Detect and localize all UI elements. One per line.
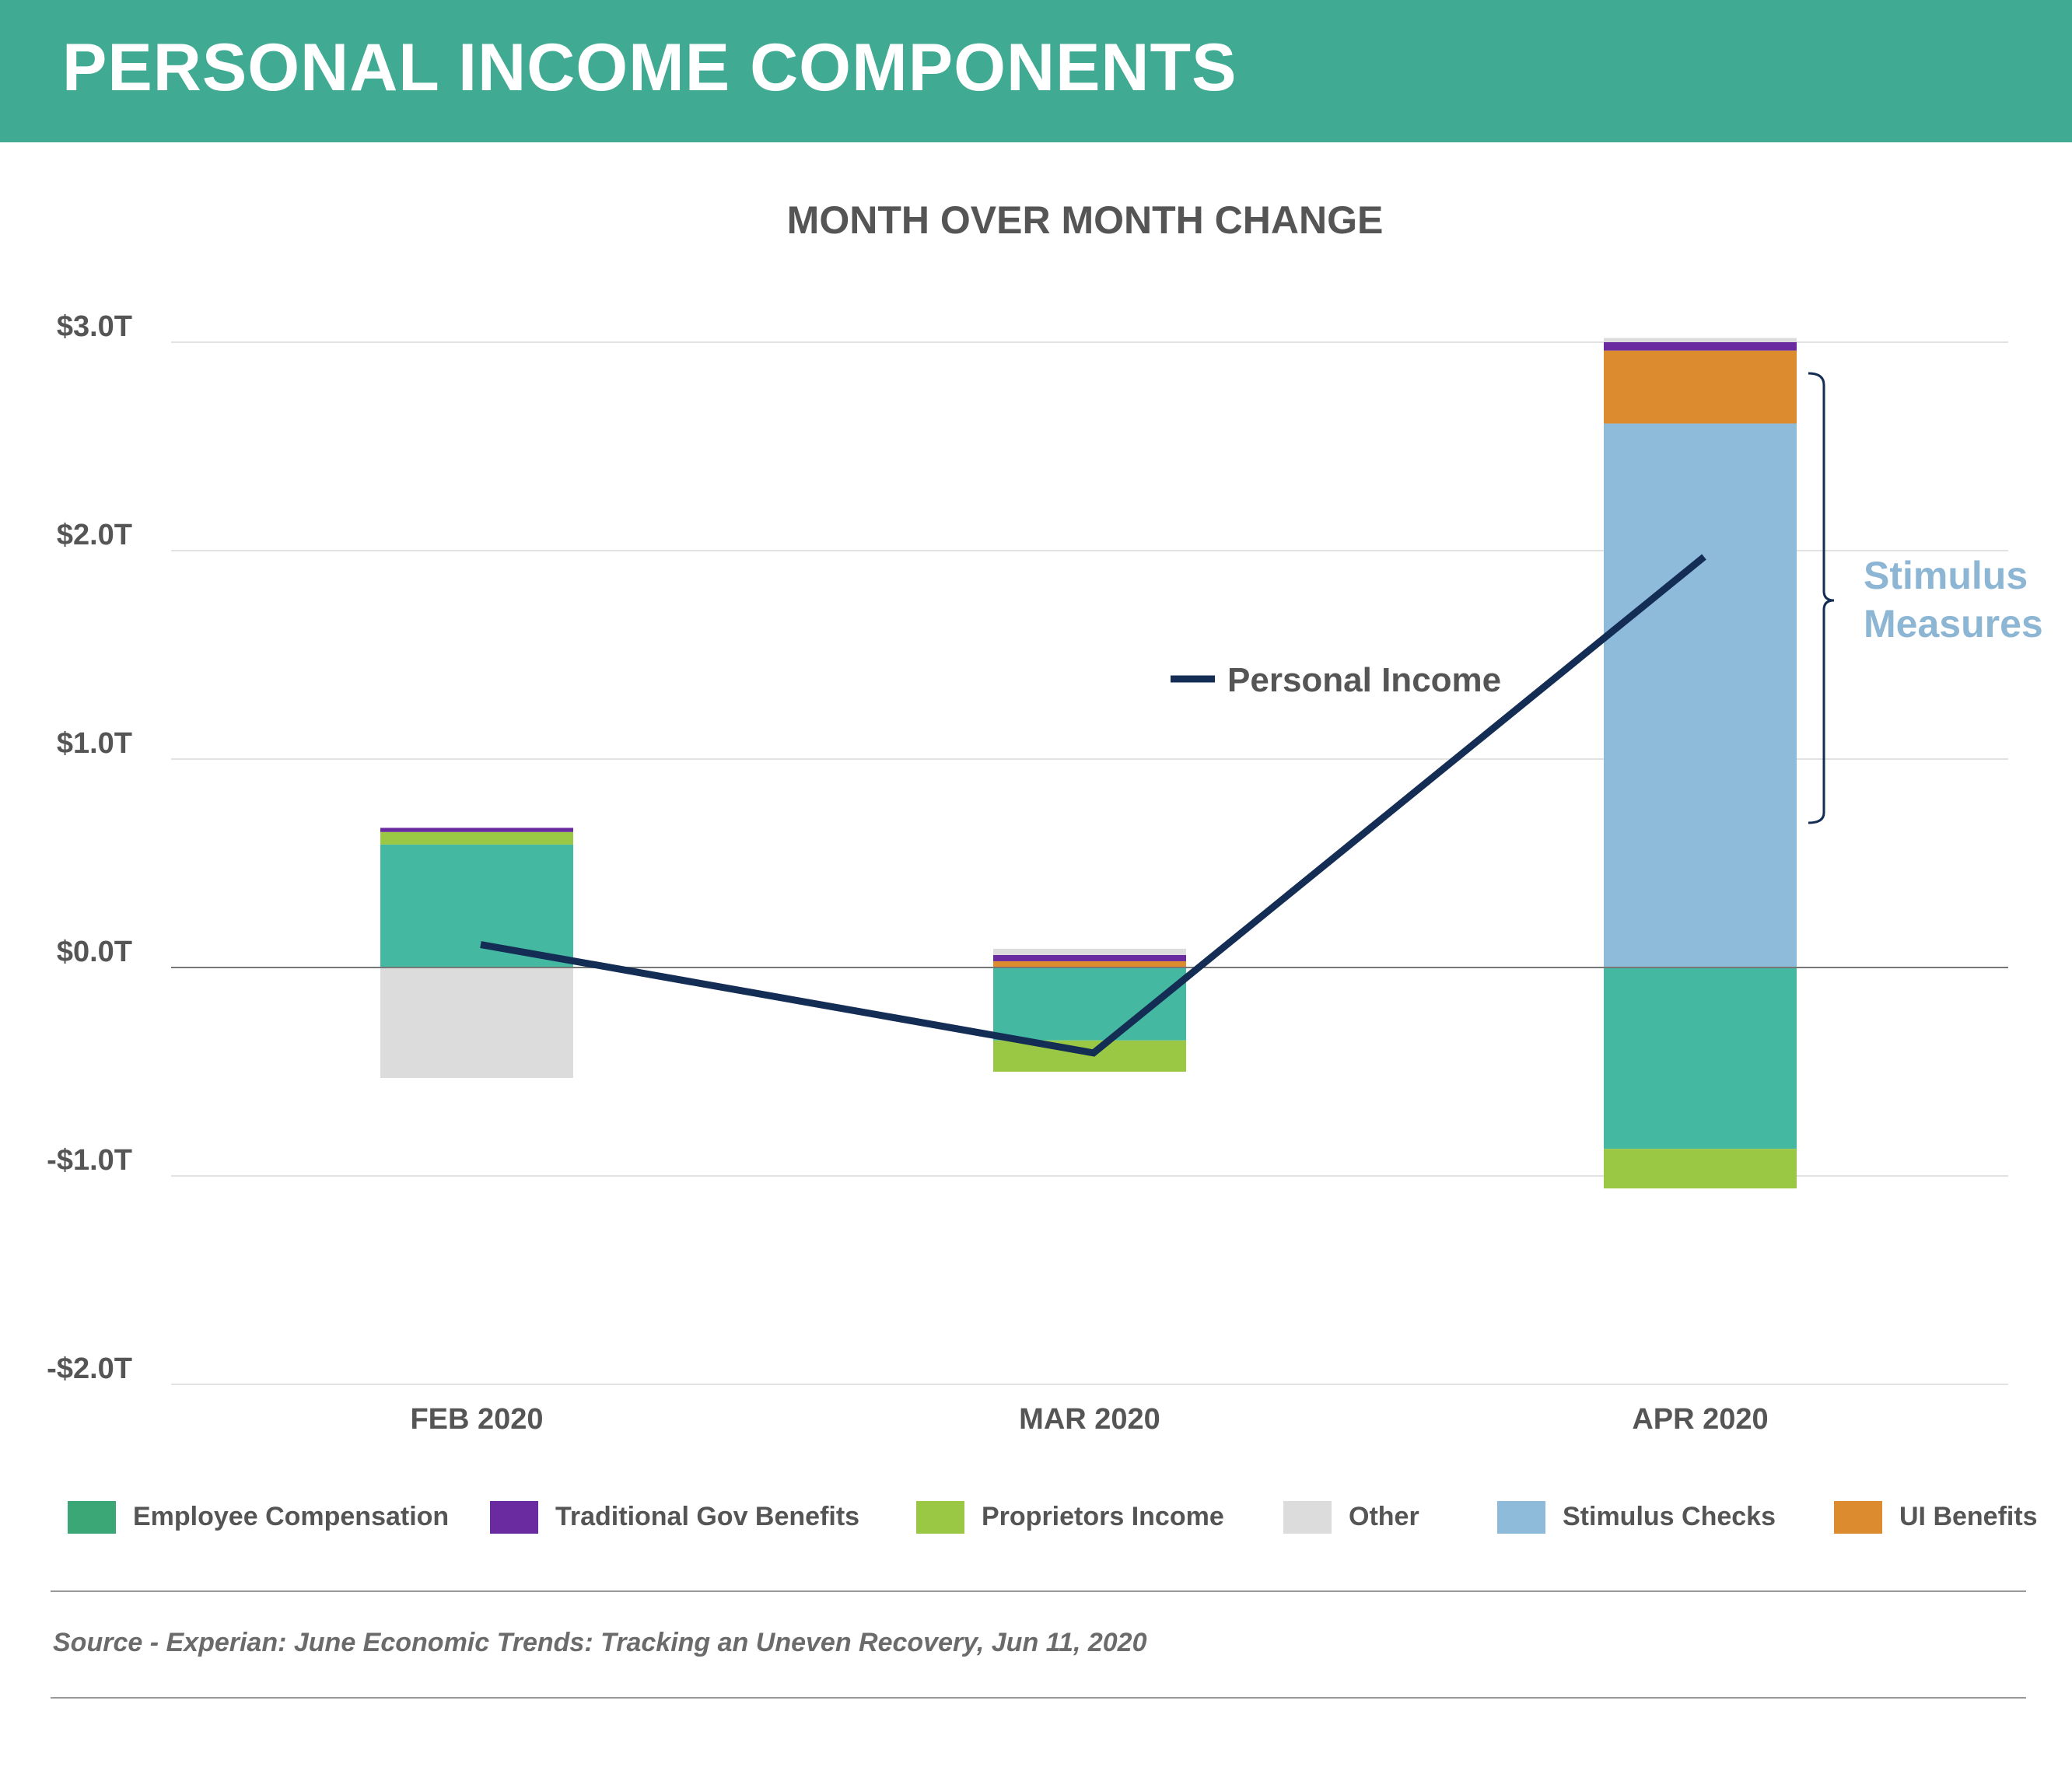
bar-segment-other xyxy=(380,967,573,1079)
stimulus-annotation: Stimulus xyxy=(1864,554,2028,597)
bar-segment-stimulus-checks xyxy=(1604,423,1797,967)
divider xyxy=(51,1697,2026,1699)
x-tick-label: MAR 2020 xyxy=(1019,1403,1160,1436)
legend-swatch xyxy=(1497,1501,1545,1534)
chart-title: MONTH OVER MONTH CHANGE xyxy=(787,198,1384,242)
stimulus-bracket xyxy=(1808,372,1835,824)
legend-swatch xyxy=(68,1501,116,1534)
legend-label: Other xyxy=(1349,1502,1419,1531)
bar-segment-ui-benefits xyxy=(993,960,1186,967)
personal-income-legend-label: Personal Income xyxy=(1227,661,1501,699)
header-banner: PERSONAL INCOME COMPONENTS xyxy=(0,0,2072,142)
legend-swatch xyxy=(490,1501,538,1534)
bar-segment-proprietors-income xyxy=(993,1040,1186,1072)
y-tick-label: $3.0T xyxy=(57,310,132,343)
bar-segment-traditional-gov-benefits xyxy=(380,828,573,832)
personal-income-line xyxy=(480,554,1706,1057)
y-tick-label: -$2.0T xyxy=(47,1352,132,1385)
y-tick-label: $0.0T xyxy=(57,936,132,968)
y-tick-label: $2.0T xyxy=(57,519,132,551)
bar-segment-other xyxy=(1604,338,1797,342)
bar-segment-traditional-gov-benefits xyxy=(1604,342,1797,351)
bar-segment-employee-compensation xyxy=(1604,967,1797,1149)
bar-segment-traditional-gov-benefits xyxy=(993,954,1186,961)
legend-label: Stimulus Checks xyxy=(1563,1502,1776,1531)
legend-label: Traditional Gov Benefits xyxy=(555,1502,859,1531)
legend-label: Employee Compensation xyxy=(133,1502,449,1531)
stimulus-annotation: Measures xyxy=(1864,602,2043,646)
legend-label: UI Benefits xyxy=(1899,1502,2038,1531)
page-title: PERSONAL INCOME COMPONENTS xyxy=(62,30,1237,105)
bar-segment-proprietors-income xyxy=(1604,1149,1797,1189)
bar-segment-ui-benefits xyxy=(1604,350,1797,424)
bar-segment-other xyxy=(993,948,1186,955)
divider xyxy=(51,1590,2026,1592)
y-tick-label: $1.0T xyxy=(57,727,132,760)
y-tick-label: -$1.0T xyxy=(47,1144,132,1177)
legend-swatch xyxy=(916,1501,964,1534)
legend-swatch xyxy=(1283,1501,1332,1534)
legend-swatch xyxy=(1834,1501,1882,1534)
legend-label: Proprietors Income xyxy=(982,1502,1224,1531)
source-note: Source - Experian: June Economic Trends:… xyxy=(53,1628,1147,1657)
x-tick-label: FEB 2020 xyxy=(410,1403,543,1436)
bar-segment-employee-compensation xyxy=(380,844,573,967)
x-tick-label: APR 2020 xyxy=(1632,1403,1768,1436)
bar-segment-proprietors-income xyxy=(380,831,573,845)
